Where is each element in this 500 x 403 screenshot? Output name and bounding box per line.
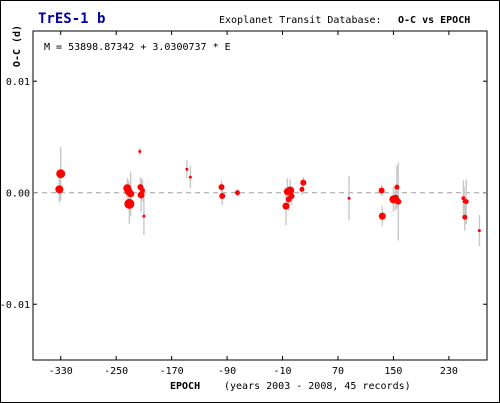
data-point	[288, 193, 295, 200]
data-point	[461, 196, 466, 201]
y-tick-label: 0.00	[6, 189, 30, 200]
y-tick-label: -0.01	[0, 300, 30, 311]
data-point	[218, 184, 225, 191]
x-axis-note: (years 2003 - 2008, 45 records)	[224, 381, 411, 392]
x-tick-label: -90	[218, 366, 236, 377]
x-axis-label: EPOCH	[170, 381, 200, 392]
x-tick-label: -250	[104, 366, 128, 377]
y-axis-label: O-C (d)	[12, 25, 23, 67]
data-point	[185, 167, 189, 171]
data-point	[127, 190, 135, 198]
data-point	[137, 191, 145, 199]
x-tick-label: 150	[384, 366, 402, 377]
data-point	[124, 198, 135, 209]
data-point	[142, 214, 146, 218]
data-point	[462, 214, 468, 220]
data-point	[378, 187, 385, 194]
plot-area	[32, 30, 488, 361]
x-tick-label: 230	[440, 366, 458, 377]
chart-title: TrES-1 b	[38, 11, 105, 27]
chart-plot-kind: O-C vs EPOCH	[398, 15, 470, 26]
x-tick-label: -10	[273, 366, 291, 377]
data-point	[56, 169, 66, 179]
chart-subtitle: Exoplanet Transit Database:	[219, 15, 382, 26]
data-point	[477, 229, 481, 233]
data-point	[299, 186, 305, 192]
data-point	[188, 175, 192, 179]
data-point	[395, 198, 402, 205]
x-tick-label: -170	[160, 366, 184, 377]
ephemeris-label: M = 53898.87342 + 3.0300737 * E	[44, 42, 231, 53]
data-point	[282, 202, 290, 210]
x-tick-label: 70	[332, 366, 344, 377]
data-point	[347, 196, 351, 200]
data-point	[286, 186, 295, 195]
data-point	[300, 179, 307, 186]
data-point	[394, 184, 400, 190]
data-point	[140, 187, 146, 193]
x-tick-label: -330	[49, 366, 73, 377]
data-point	[219, 193, 226, 200]
data-point	[138, 149, 142, 153]
data-point	[55, 185, 64, 194]
y-tick-label: 0.01	[6, 77, 30, 88]
data-point	[234, 190, 240, 196]
data-point	[378, 212, 386, 220]
data-point	[463, 199, 469, 205]
